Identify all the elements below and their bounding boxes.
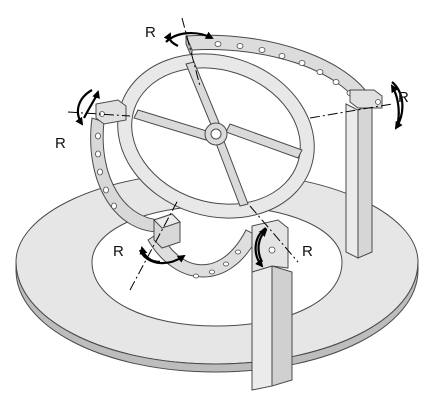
rotation-label-top: R	[145, 24, 156, 41]
rotation-label-left: R	[55, 135, 66, 152]
axis-left	[67, 111, 131, 117]
rotation-label-right: R	[398, 89, 409, 106]
rotation-axes	[67, 17, 393, 291]
arrow-lower-left-back	[139, 246, 161, 264]
rotation-label-lower-left: R	[113, 243, 124, 260]
arrow-left-back	[83, 90, 100, 119]
base-ring	[15, 171, 419, 373]
axis-top	[181, 17, 201, 87]
arrow-right-back	[390, 84, 400, 123]
outer-ring	[185, 34, 373, 107]
arrow-front-back	[257, 228, 268, 263]
axis-front	[249, 205, 299, 263]
axis-lower-left	[129, 199, 179, 291]
wheel-spokes	[133, 61, 303, 207]
rotation-label-group: R R R R R	[55, 24, 409, 260]
rotation-label-front: R	[302, 243, 313, 260]
lower-pivot-block	[153, 213, 181, 249]
rotation-arrows	[75, 31, 404, 268]
right-support-post	[345, 89, 383, 259]
middle-ring-holes	[95, 132, 241, 279]
arrow-top-back	[163, 32, 179, 47]
arrow-left	[75, 89, 93, 126]
left-pivot-block	[95, 99, 127, 125]
axis-right	[309, 103, 393, 119]
inner-wheel	[117, 53, 315, 219]
